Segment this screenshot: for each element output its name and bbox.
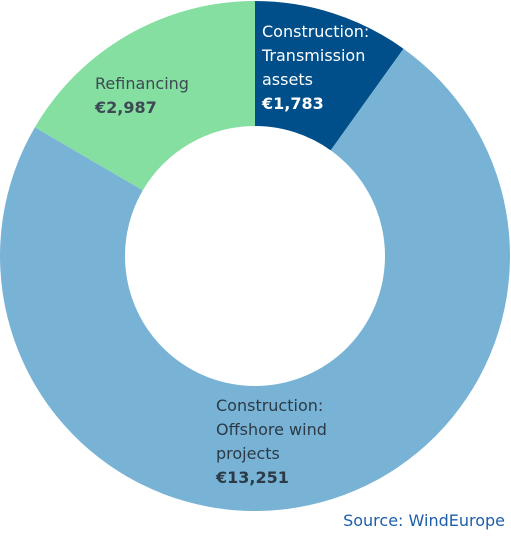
slice-name-offshore-wind-projects: Construction: Offshore wind projects [216,396,327,463]
slice-value-offshore-wind-projects: €13,251 [216,468,289,487]
slice-value-refinancing: €2,987 [95,98,157,117]
slice-label-transmission-assets: Construction: Transmission assets €1,783 [262,20,369,116]
slice-name-refinancing: Refinancing [95,74,189,93]
slice-label-offshore-wind-projects: Construction: Offshore wind projects €13… [216,394,327,490]
slice-value-transmission-assets: €1,783 [262,94,324,113]
donut-slice-offshore-wind-projects [0,48,510,511]
source-note: Source: WindEurope [343,511,505,530]
donut-slice-refinancing [34,1,255,191]
slice-name-transmission-assets: Construction: Transmission assets [262,22,370,89]
donut-slice-transmission-assets [255,1,404,151]
slice-label-refinancing: Refinancing €2,987 [95,72,189,120]
